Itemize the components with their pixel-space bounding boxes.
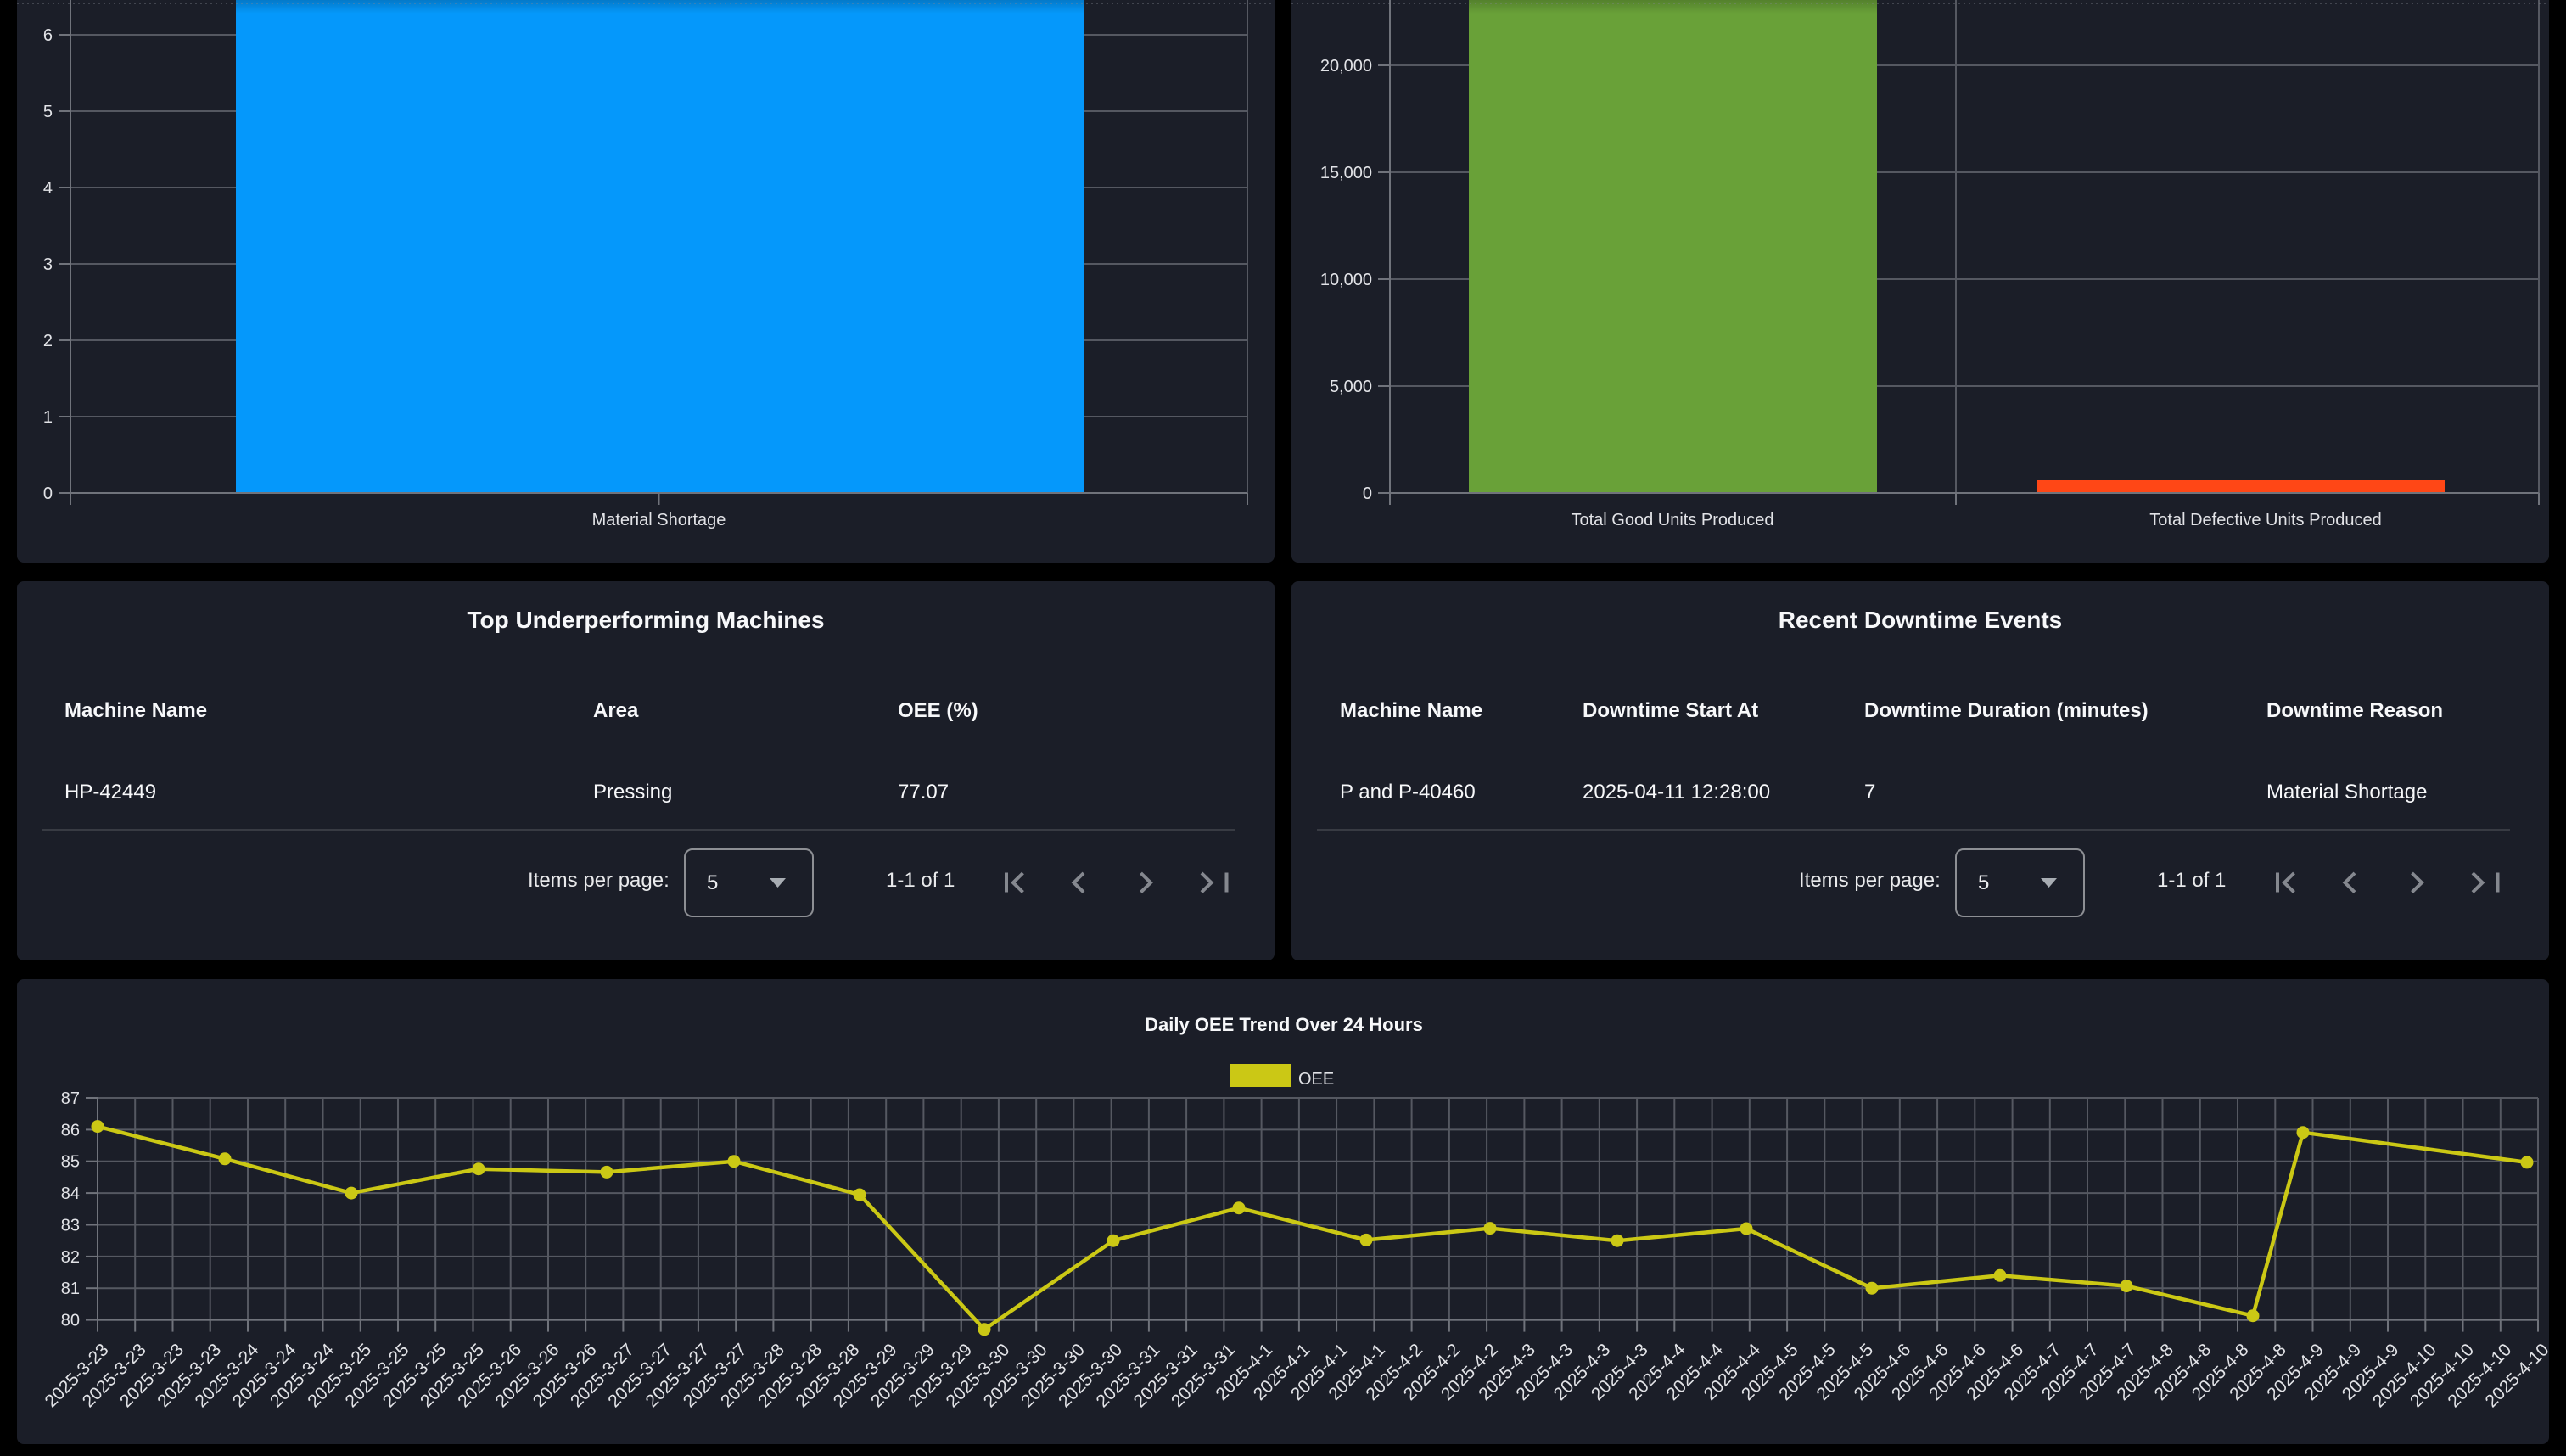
- svg-text:6: 6: [43, 26, 53, 45]
- svg-text:0: 0: [43, 484, 53, 503]
- svg-text:80: 80: [61, 1312, 80, 1330]
- svg-text:1: 1: [43, 408, 53, 427]
- svg-text:10,000: 10,000: [1320, 271, 1372, 289]
- svg-text:Total Good Units Produced: Total Good Units Produced: [1571, 511, 1773, 529]
- svg-text:2: 2: [43, 332, 53, 350]
- svg-text:3: 3: [43, 255, 53, 274]
- svg-text:85: 85: [61, 1153, 80, 1172]
- svg-text:Total Defective Units Produced: Total Defective Units Produced: [2149, 511, 2381, 529]
- svg-text:Daily OEE Trend Over 24 Hours: Daily OEE Trend Over 24 Hours: [1145, 1014, 1423, 1035]
- svg-text:4: 4: [43, 179, 53, 198]
- svg-text:5: 5: [43, 103, 53, 121]
- svg-text:87: 87: [61, 1089, 80, 1108]
- svg-text:81: 81: [61, 1280, 80, 1298]
- svg-text:20,000: 20,000: [1320, 57, 1372, 76]
- svg-text:OEE: OEE: [1298, 1070, 1334, 1089]
- svg-text:82: 82: [61, 1248, 80, 1267]
- svg-text:Material Shortage: Material Shortage: [592, 511, 726, 529]
- svg-text:86: 86: [61, 1121, 80, 1140]
- svg-text:0: 0: [1363, 484, 1372, 503]
- svg-text:5,000: 5,000: [1330, 378, 1372, 396]
- svg-text:15,000: 15,000: [1320, 164, 1372, 182]
- svg-text:83: 83: [61, 1217, 80, 1235]
- svg-text:84: 84: [61, 1184, 80, 1203]
